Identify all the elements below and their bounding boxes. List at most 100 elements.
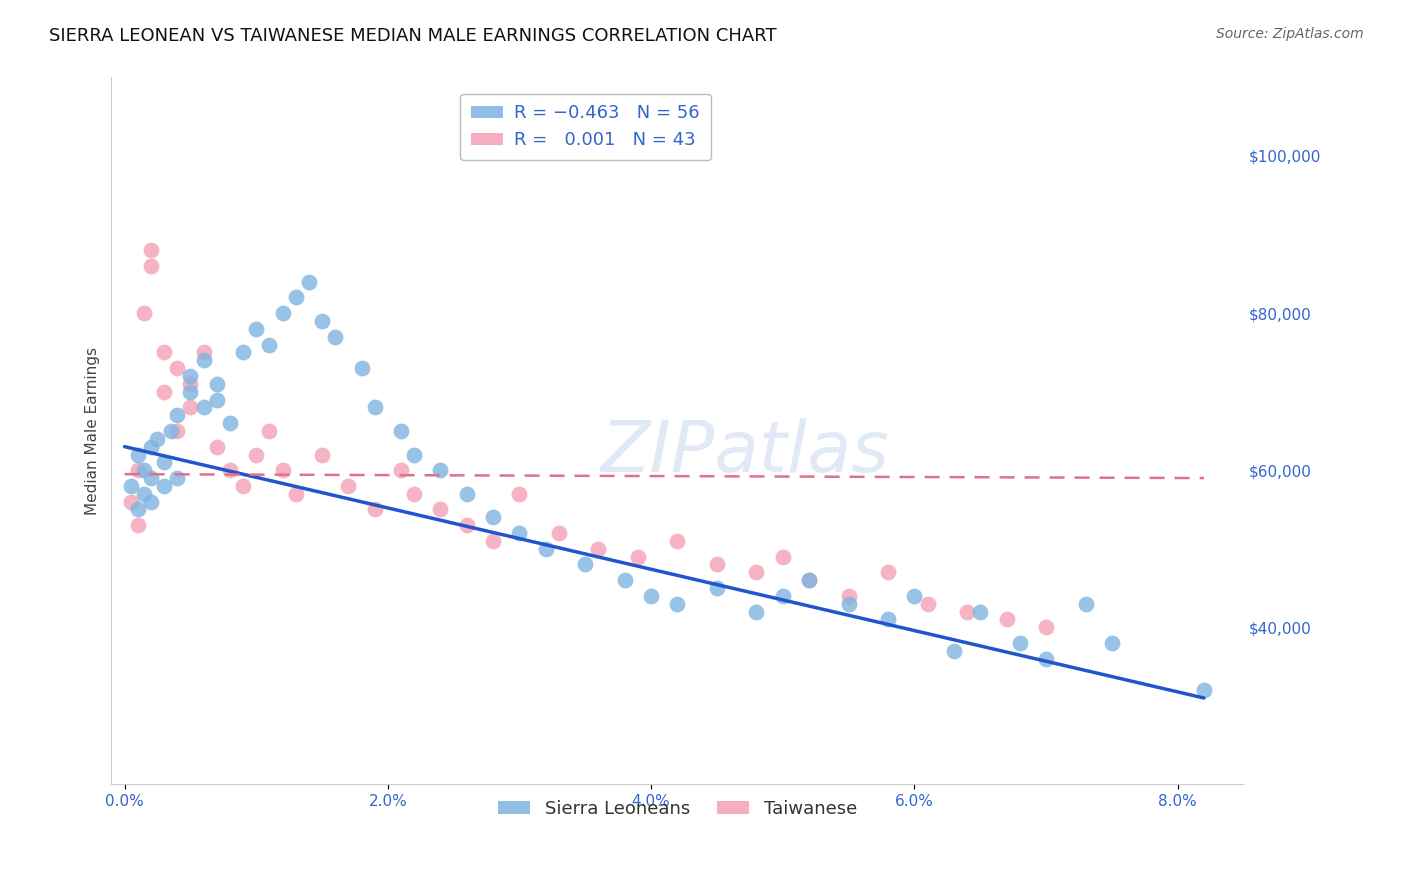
Point (134, 306, 156, 320)
Point (120, 479, 142, 493)
Point (166, 424, 188, 438)
Point (139, 471, 162, 485)
Point (404, 487, 426, 501)
Point (363, 401, 385, 415)
Point (1035, 652, 1057, 666)
Point (166, 471, 188, 485)
Point (350, 361, 373, 376)
Point (311, 448, 333, 462)
Point (153, 455, 176, 469)
Point (179, 368, 201, 383)
Point (259, 337, 281, 351)
Point (969, 605, 991, 619)
Point (838, 597, 860, 611)
Point (159, 424, 181, 438)
Point (284, 487, 307, 501)
Point (772, 549, 794, 564)
Point (298, 275, 321, 289)
Point (205, 376, 228, 391)
Point (311, 314, 333, 328)
Point (134, 463, 156, 477)
Point (259, 424, 281, 438)
Point (640, 589, 662, 603)
Point (917, 597, 939, 611)
Point (1074, 597, 1097, 611)
Point (389, 424, 412, 438)
Point (153, 479, 176, 493)
Point (193, 345, 215, 359)
Point (245, 322, 267, 336)
Point (706, 558, 728, 572)
Point (337, 479, 360, 493)
Point (588, 541, 610, 556)
Point (877, 566, 900, 580)
Text: Source: ZipAtlas.com: Source: ZipAtlas.com (1216, 27, 1364, 41)
Point (232, 479, 254, 493)
Point (482, 533, 505, 548)
Point (389, 463, 412, 477)
Point (429, 463, 451, 477)
Point (271, 306, 294, 320)
Point (995, 612, 1018, 626)
Point (166, 361, 188, 376)
Point (838, 589, 860, 603)
Point (429, 502, 451, 516)
Point (146, 432, 169, 446)
Point (627, 549, 650, 564)
Point (508, 526, 530, 541)
Point (153, 384, 176, 399)
Text: ZIPatlas: ZIPatlas (600, 417, 890, 487)
Point (139, 244, 162, 258)
Point (942, 644, 965, 658)
Point (666, 533, 689, 548)
Point (877, 612, 900, 626)
Point (706, 581, 728, 595)
Point (166, 408, 188, 422)
Point (745, 566, 768, 580)
Point (574, 558, 596, 572)
Y-axis label: Median Male Earnings: Median Male Earnings (86, 347, 100, 515)
Point (666, 597, 689, 611)
Point (482, 510, 505, 524)
Point (903, 589, 925, 603)
Point (120, 494, 142, 508)
Point (456, 518, 478, 533)
Point (127, 448, 149, 462)
Point (193, 353, 215, 368)
Point (797, 573, 820, 587)
Point (363, 502, 385, 516)
Point (193, 401, 215, 415)
Point (153, 345, 176, 359)
Point (797, 573, 820, 587)
Point (534, 541, 557, 556)
Point (205, 440, 228, 454)
Point (179, 376, 201, 391)
Point (179, 384, 201, 399)
Point (179, 401, 201, 415)
Point (1101, 636, 1123, 650)
Point (456, 487, 478, 501)
Point (127, 502, 149, 516)
Point (772, 589, 794, 603)
Point (219, 463, 242, 477)
Point (284, 290, 307, 304)
Point (508, 487, 530, 501)
Point (127, 463, 149, 477)
Point (1192, 683, 1215, 698)
Point (1035, 620, 1057, 634)
Legend: Sierra Leoneans, Taiwanese: Sierra Leoneans, Taiwanese (491, 792, 865, 825)
Point (205, 392, 228, 407)
Point (956, 605, 979, 619)
Text: SIERRA LEONEAN VS TAIWANESE MEDIAN MALE EARNINGS CORRELATION CHART: SIERRA LEONEAN VS TAIWANESE MEDIAN MALE … (49, 27, 778, 45)
Point (134, 487, 156, 501)
Point (139, 494, 162, 508)
Point (323, 329, 346, 343)
Point (271, 463, 294, 477)
Point (548, 526, 571, 541)
Point (404, 448, 426, 462)
Point (245, 448, 267, 462)
Point (139, 259, 162, 273)
Point (613, 573, 636, 587)
Point (139, 440, 162, 454)
Point (1008, 636, 1031, 650)
